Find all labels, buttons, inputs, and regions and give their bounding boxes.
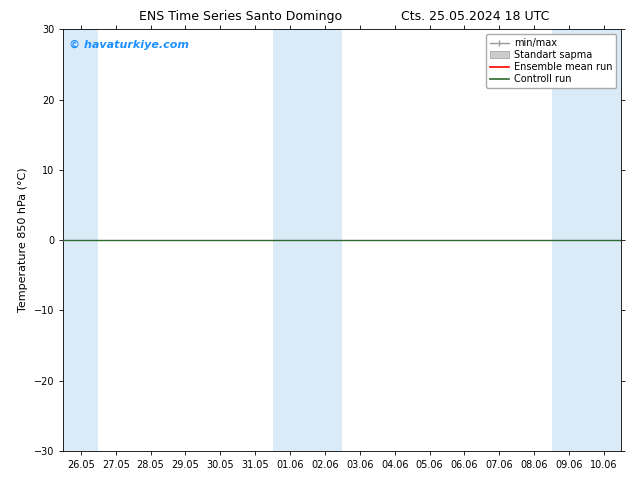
Text: Cts. 25.05.2024 18 UTC: Cts. 25.05.2024 18 UTC (401, 10, 550, 23)
Legend: min/max, Standart sapma, Ensemble mean run, Controll run: min/max, Standart sapma, Ensemble mean r… (486, 34, 616, 88)
Bar (273, 29, 342, 451)
Text: ENS Time Series Santo Domingo: ENS Time Series Santo Domingo (139, 10, 342, 23)
Bar (552, 29, 621, 451)
Text: © havaturkiye.com: © havaturkiye.com (69, 40, 189, 50)
Bar (63, 29, 98, 451)
Y-axis label: Temperature 850 hPa (°C): Temperature 850 hPa (°C) (18, 168, 29, 313)
